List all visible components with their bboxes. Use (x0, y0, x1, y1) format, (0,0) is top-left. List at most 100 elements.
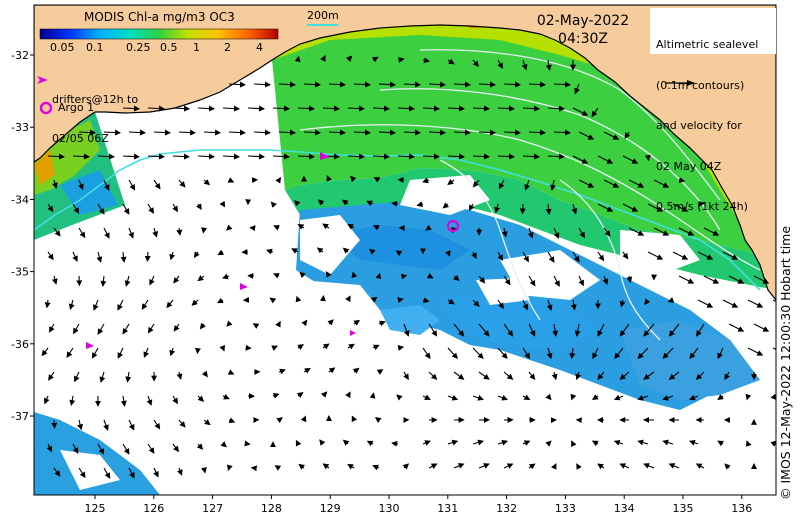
velocity-arrow (372, 153, 390, 160)
velocity-arrow (225, 224, 233, 231)
velocity-arrow (570, 299, 577, 311)
velocity-arrow (528, 371, 536, 381)
velocity-arrow (47, 153, 65, 160)
velocity-arrow (278, 129, 296, 136)
velocity-arrow (724, 371, 731, 381)
x-tick-label: 128 (261, 502, 282, 515)
velocity-arrow (253, 81, 271, 88)
velocity-arrow (524, 179, 531, 191)
velocity-arrow (422, 105, 440, 112)
velocity-arrow (689, 439, 699, 446)
velocity-arrow (472, 439, 484, 446)
velocity-arrow (668, 323, 680, 337)
velocity-arrow (149, 275, 155, 286)
velocity-arrow (574, 323, 581, 337)
velocity-arrow (522, 153, 540, 160)
velocity-arrow (319, 439, 326, 446)
velocity-arrow (614, 347, 624, 360)
info-line: 0.5m/s (1kt 24h) (656, 200, 748, 213)
velocity-arrow (103, 227, 110, 239)
velocity-arrow (319, 295, 326, 302)
velocity-arrow (124, 275, 131, 287)
velocity-arrow (668, 463, 680, 469)
velocity-arrow (597, 463, 605, 470)
velocity-arrow (453, 274, 460, 282)
velocity-arrow (196, 443, 204, 450)
velocity-arrow (571, 440, 577, 447)
velocity-arrow (253, 129, 271, 136)
velocity-arrow (317, 199, 325, 206)
velocity-arrow (74, 371, 80, 383)
velocity-arrow (547, 105, 565, 112)
velocity-arrow (197, 153, 215, 160)
velocity-arrow (643, 371, 655, 380)
velocity-arrow (522, 440, 531, 446)
velocity-arrow (522, 347, 531, 360)
drifters-legend: drifters@12h to 02/05 06Z (52, 67, 138, 158)
velocity-arrow (628, 227, 645, 236)
velocity-arrow (478, 129, 496, 136)
velocity-arrow (274, 465, 282, 471)
velocity-arrow (551, 371, 558, 381)
velocity-arrow (552, 323, 559, 337)
velocity-arrow (325, 271, 332, 278)
map-time: 04:30Z (558, 31, 608, 47)
velocity-arrow (689, 394, 699, 401)
velocity-arrow (328, 129, 346, 136)
velocity-arrow (172, 105, 190, 112)
velocity-arrow (503, 81, 521, 88)
velocity-arrow (522, 394, 531, 400)
velocity-arrow (73, 323, 80, 335)
velocity-arrow (376, 369, 384, 375)
velocity-arrow (128, 227, 134, 239)
velocity-arrow (153, 419, 161, 430)
velocity-arrow (347, 343, 355, 350)
velocity-arrow (447, 347, 458, 359)
velocity-arrow (345, 295, 351, 303)
velocity-arrow (472, 105, 490, 112)
velocity-arrow (528, 463, 536, 470)
drifters-legend-line: drifters@12h to (52, 93, 139, 106)
velocity-arrow (128, 467, 135, 479)
velocity-arrow (643, 323, 655, 337)
velocity-arrow (637, 439, 649, 446)
land-mass (34, 5, 776, 301)
velocity-arrow (689, 347, 699, 360)
velocity-arrow (396, 394, 403, 401)
velocity-arrow (369, 248, 376, 255)
velocity-arrow (352, 367, 360, 374)
velocity-arrow (93, 299, 99, 311)
velocity-arrow (366, 440, 374, 447)
velocity-arrow (497, 394, 508, 401)
velocity-arrow (626, 275, 633, 283)
velocity-arrow (222, 153, 240, 160)
velocity-arrow (724, 463, 731, 470)
velocity-arrow (203, 129, 221, 136)
velocity-arrow (297, 153, 315, 160)
velocity-arrow (172, 153, 190, 160)
velocity-arrow (144, 251, 151, 262)
velocity-arrow (44, 395, 50, 405)
velocity-arrow (662, 347, 674, 359)
velocity-arrow (103, 467, 111, 479)
velocity-arrow (51, 419, 58, 429)
velocity-arrow (545, 59, 552, 71)
velocity-arrow (44, 299, 51, 309)
y-tick-label: -35 (11, 266, 29, 279)
velocity-arrow (117, 299, 124, 311)
x-tick-label: 133 (555, 502, 576, 515)
velocity-arrow (353, 81, 371, 88)
velocity-arrow (345, 391, 351, 399)
y-tick-label: -33 (11, 121, 29, 134)
velocity-arrow (547, 251, 555, 263)
y-axis: -32 -33 -34 -35 -36 -37 (11, 49, 34, 423)
velocity-arrow (197, 105, 215, 112)
velocity-arrow (328, 367, 336, 374)
velocity-arrow (717, 440, 724, 447)
velocity-arrow (72, 251, 78, 262)
velocity-arrow (278, 368, 286, 375)
velocity-arrow (447, 394, 459, 401)
velocity-arrow (372, 224, 380, 231)
velocity-arrow (177, 467, 183, 476)
